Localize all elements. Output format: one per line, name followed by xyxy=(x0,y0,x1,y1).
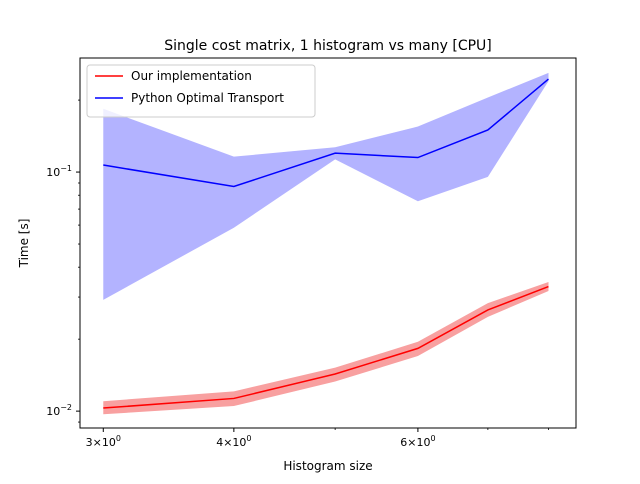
legend-label-our-implementation: Our implementation xyxy=(131,69,252,83)
x-tick-label: 4×100 xyxy=(216,434,251,449)
line-our-implementation xyxy=(103,285,549,409)
y-axis-label: Time [s] xyxy=(17,219,31,269)
chart-title: Single cost matrix, 1 histogram vs many … xyxy=(164,38,492,54)
confidence-bands xyxy=(103,72,549,415)
series-lines xyxy=(103,78,549,409)
line-python-optimal-transport xyxy=(103,78,549,188)
x-axis-label: Histogram size xyxy=(283,459,372,473)
band-python-optimal-transport xyxy=(103,72,549,300)
legend-box xyxy=(86,64,316,118)
plot-frame xyxy=(79,57,577,429)
x-tick-label: 3×100 xyxy=(86,434,121,449)
x-tick-label: 6×100 xyxy=(400,434,435,449)
band-our-implementation xyxy=(103,281,549,415)
legend: Our implementation Python Optimal Transp… xyxy=(86,64,316,118)
legend-label-python-optimal-transport: Python Optimal Transport xyxy=(131,91,284,105)
x-axis-ticks: 3×100 4×100 6×100 xyxy=(86,428,549,449)
